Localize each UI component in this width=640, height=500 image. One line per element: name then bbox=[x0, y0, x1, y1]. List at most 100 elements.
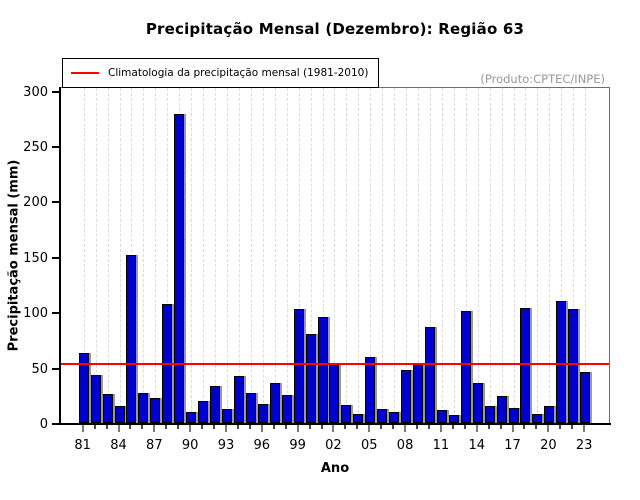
x-tick bbox=[332, 425, 335, 432]
x-tick bbox=[487, 425, 490, 429]
bar-2017 bbox=[508, 407, 519, 423]
y-tick bbox=[52, 90, 59, 93]
x-tick-label: 84 bbox=[110, 438, 127, 453]
bar-1994 bbox=[233, 376, 244, 423]
x-tick-label: 81 bbox=[74, 438, 91, 453]
x-tick bbox=[153, 425, 156, 432]
gridline bbox=[143, 88, 145, 423]
x-tick-label: 23 bbox=[575, 438, 593, 453]
gridline bbox=[406, 88, 408, 423]
gridline bbox=[561, 88, 563, 423]
bar-2001 bbox=[317, 316, 328, 423]
bar-1993 bbox=[221, 408, 232, 423]
gridline bbox=[322, 88, 324, 423]
climatology-line-icon bbox=[71, 72, 99, 74]
x-tick bbox=[189, 425, 192, 432]
bar-2015 bbox=[484, 406, 495, 423]
chart-title: Precipitação Mensal (Dezembro): Região 6… bbox=[145, 20, 525, 38]
gridline bbox=[155, 88, 157, 423]
x-tick bbox=[356, 425, 359, 429]
climatology-line bbox=[61, 363, 609, 366]
x-tick-label: 20 bbox=[540, 438, 557, 453]
bar-1991 bbox=[198, 400, 209, 423]
x-tick bbox=[129, 425, 132, 429]
gridline bbox=[525, 88, 527, 423]
x-tick bbox=[392, 425, 395, 429]
bar-1984 bbox=[114, 406, 125, 423]
gridline bbox=[429, 88, 431, 423]
x-tick bbox=[260, 425, 263, 432]
gridline bbox=[250, 88, 252, 423]
bar-2022 bbox=[568, 308, 579, 423]
bar-1981 bbox=[78, 353, 89, 423]
x-tick bbox=[547, 425, 550, 432]
x-tick bbox=[475, 425, 478, 432]
gridline bbox=[286, 88, 288, 423]
gridline bbox=[226, 88, 228, 423]
x-tick bbox=[463, 425, 466, 429]
x-tick-label: 14 bbox=[468, 438, 485, 453]
x-tick bbox=[380, 425, 383, 429]
gridline bbox=[83, 88, 85, 423]
gridline bbox=[370, 88, 372, 423]
gridline bbox=[107, 88, 109, 423]
gridline bbox=[191, 88, 193, 423]
bar-1992 bbox=[210, 386, 221, 423]
gridline bbox=[310, 88, 312, 423]
x-tick bbox=[248, 425, 251, 429]
x-tick bbox=[177, 425, 180, 429]
gridline bbox=[418, 88, 420, 423]
x-tick bbox=[404, 425, 407, 432]
x-tick bbox=[416, 425, 419, 429]
x-tick-label: 96 bbox=[253, 438, 271, 453]
y-tick-label: 100 bbox=[23, 306, 48, 322]
legend-label: Climatologia da precipitação mensal (198… bbox=[108, 67, 369, 79]
gridline bbox=[238, 88, 240, 423]
x-tick bbox=[296, 425, 299, 432]
x-tick bbox=[141, 425, 144, 429]
x-tick bbox=[499, 425, 502, 429]
x-tick bbox=[368, 425, 371, 432]
y-tick bbox=[52, 423, 59, 425]
x-tick bbox=[81, 425, 84, 432]
y-tick bbox=[52, 367, 59, 370]
bar-1998 bbox=[281, 395, 292, 423]
gridline bbox=[334, 88, 336, 423]
bar-1995 bbox=[245, 393, 256, 423]
gridline bbox=[489, 88, 491, 423]
bar-1985 bbox=[126, 254, 137, 423]
y-tick-label: 150 bbox=[23, 250, 48, 266]
gridline bbox=[203, 88, 205, 423]
bar-2007 bbox=[389, 411, 400, 423]
x-tick bbox=[93, 425, 96, 429]
y-tick bbox=[52, 256, 59, 259]
x-tick bbox=[224, 425, 227, 432]
x-tick-label: 87 bbox=[146, 438, 163, 453]
x-tick bbox=[559, 425, 562, 429]
bar-2002 bbox=[329, 365, 340, 423]
x-tick bbox=[439, 425, 442, 432]
y-tick-label: 0 bbox=[39, 417, 48, 432]
x-tick bbox=[535, 425, 538, 429]
y-tick-label: 200 bbox=[23, 195, 48, 211]
gridline bbox=[167, 88, 169, 423]
bar-2023 bbox=[580, 372, 591, 423]
y-tick-label: 250 bbox=[23, 140, 48, 156]
gridline bbox=[441, 88, 443, 423]
x-tick-label: 17 bbox=[504, 438, 521, 453]
bar-2000 bbox=[305, 334, 316, 423]
bar-1996 bbox=[257, 404, 268, 423]
x-tick bbox=[451, 425, 454, 429]
bar-1983 bbox=[102, 394, 113, 423]
x-tick-label: 99 bbox=[289, 438, 306, 453]
gridline bbox=[95, 88, 97, 423]
bar-2010 bbox=[424, 326, 435, 423]
bar-1989 bbox=[174, 113, 185, 423]
x-tick bbox=[571, 425, 574, 429]
gridline bbox=[215, 88, 217, 423]
x-tick bbox=[344, 425, 347, 429]
gridline bbox=[501, 88, 503, 423]
x-tick bbox=[511, 425, 514, 432]
bar-2004 bbox=[353, 414, 364, 423]
